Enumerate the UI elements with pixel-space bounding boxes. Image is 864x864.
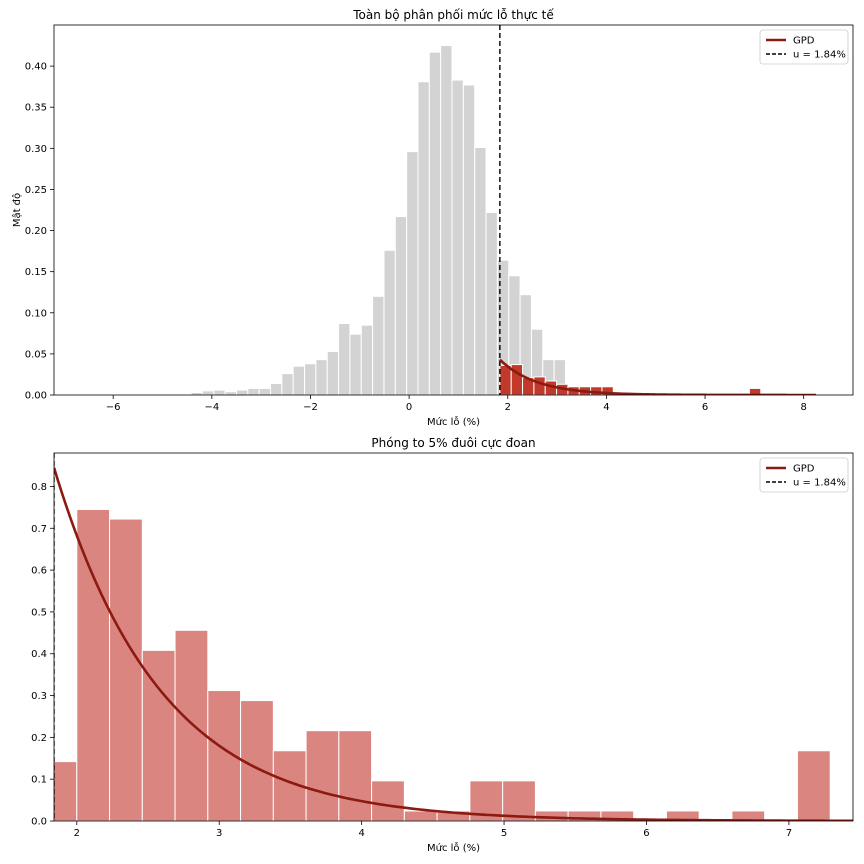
gpd-curve	[54, 467, 853, 821]
histogram-bar	[281, 373, 294, 395]
histogram-bar	[326, 350, 340, 395]
plot-area	[54, 453, 853, 821]
histogram-bar	[224, 391, 237, 395]
histogram-bar	[304, 363, 317, 395]
tail-histogram-bar	[305, 730, 340, 821]
chart-title: Toàn bộ phân phối mức lỗ thực tế	[352, 8, 554, 22]
x-tick-label: 4	[358, 828, 364, 839]
y-tick-label: 0.30	[25, 144, 47, 155]
plot-area	[133, 25, 817, 395]
x-axis-label: Mức lỗ (%)	[427, 841, 480, 854]
axes-frame	[53, 452, 854, 822]
x-tick-label: 2	[505, 402, 511, 413]
y-tick-label: 0.20	[25, 226, 47, 237]
histogram-bar	[406, 151, 419, 395]
x-tick-label: 3	[216, 828, 222, 839]
x-tick-label: 0	[406, 402, 412, 413]
histogram-bar	[201, 390, 215, 395]
histogram-bar	[258, 387, 272, 395]
y-tick-label: 0.4	[31, 649, 47, 660]
x-tick-label: 6	[643, 828, 649, 839]
chart-title: Phóng to 5% đuôi cực đoan	[371, 436, 535, 450]
x-tick-label: 5	[501, 828, 507, 839]
legend-label: GPD	[793, 464, 815, 475]
y-axis-label: Mật độ	[11, 193, 23, 227]
histogram-bar	[383, 249, 396, 395]
y-tick-label: 0.7	[31, 524, 47, 535]
full-distribution-panel: −6 −4 −2 0 2 4 6 8 0.00 0.05 0.10 0.15 0.20 0.25 0.30 0…	[11, 8, 854, 428]
histogram-bar	[462, 84, 476, 395]
histogram-bar	[394, 216, 408, 395]
tail-histogram-bar	[796, 750, 831, 821]
histogram-bar	[213, 389, 226, 395]
x-tick-label: 6	[702, 402, 708, 413]
histogram-bar	[372, 295, 385, 395]
tail-histogram-bar	[502, 780, 536, 821]
axes-frame	[53, 24, 854, 396]
x-tick-label: −6	[106, 402, 121, 413]
y-tick-label: 0.15	[25, 267, 47, 278]
legend-box	[759, 457, 849, 493]
x-axis-label: Mức lỗ (%)	[427, 415, 480, 428]
tail-histogram-bar	[533, 376, 546, 395]
histogram-bar	[451, 79, 464, 395]
legend-box	[759, 29, 849, 65]
histogram-bar	[247, 387, 260, 395]
histogram-bar	[428, 51, 442, 395]
y-tick-label: 0.35	[25, 103, 47, 114]
histogram-bar	[270, 382, 283, 395]
y-tick-label: 0.40	[25, 62, 47, 73]
legend-label: u = 1.84%	[793, 478, 846, 489]
tail-histogram-bar	[109, 518, 143, 821]
x-tick-label: −4	[204, 402, 219, 413]
legend-label: u = 1.84%	[793, 50, 846, 61]
tail-histogram-bar	[338, 730, 373, 821]
tail-histogram-bar	[403, 810, 438, 821]
histogram-bar	[315, 359, 328, 395]
y-tick-label: 0.25	[25, 185, 47, 196]
histogram-bar	[417, 81, 430, 395]
tail-histogram-bar	[54, 761, 78, 821]
x-tick-label: 4	[603, 402, 609, 413]
histogram-bar	[338, 322, 351, 395]
tail-histogram-bar	[141, 649, 176, 821]
histogram-bar	[349, 333, 362, 395]
histogram-bar	[235, 389, 249, 395]
y-tick-label: 0.5	[31, 607, 47, 618]
y-tick-label: 0.0	[31, 817, 47, 828]
y-tick-label: 0.1	[31, 775, 47, 786]
y-tick-label: 0.6	[31, 566, 47, 577]
histogram-bar	[360, 324, 374, 395]
histogram-bar	[292, 365, 306, 395]
tail-histogram-bar	[371, 780, 405, 821]
tail-histogram-bar	[174, 629, 209, 821]
legend-label: GPD	[793, 36, 815, 47]
histogram-bar	[485, 211, 498, 395]
histogram-bar	[440, 45, 453, 395]
y-tick-label: 0.3	[31, 691, 47, 702]
x-tick-label: 7	[786, 828, 792, 839]
y-tick-label: 0.8	[31, 482, 47, 493]
tail-zoom-panel: 2 3 4 5 6 7 0.0 0.1 0.2 0.3 0.4 0.5 0.6 0.7 0.8 Phóng t…	[31, 436, 854, 854]
x-tick-label: 8	[800, 402, 806, 413]
tail-histogram-bar	[499, 364, 512, 395]
y-tick-label: 0.2	[31, 733, 47, 744]
y-tick-label: 0.05	[25, 349, 47, 360]
y-tick-label: 0.10	[25, 308, 47, 319]
tail-histogram-bar	[76, 508, 111, 821]
histogram-bar	[474, 147, 487, 395]
x-tick-label: −2	[303, 402, 318, 413]
y-tick-label: 0.00	[25, 391, 47, 402]
x-tick-label: 2	[74, 828, 80, 839]
